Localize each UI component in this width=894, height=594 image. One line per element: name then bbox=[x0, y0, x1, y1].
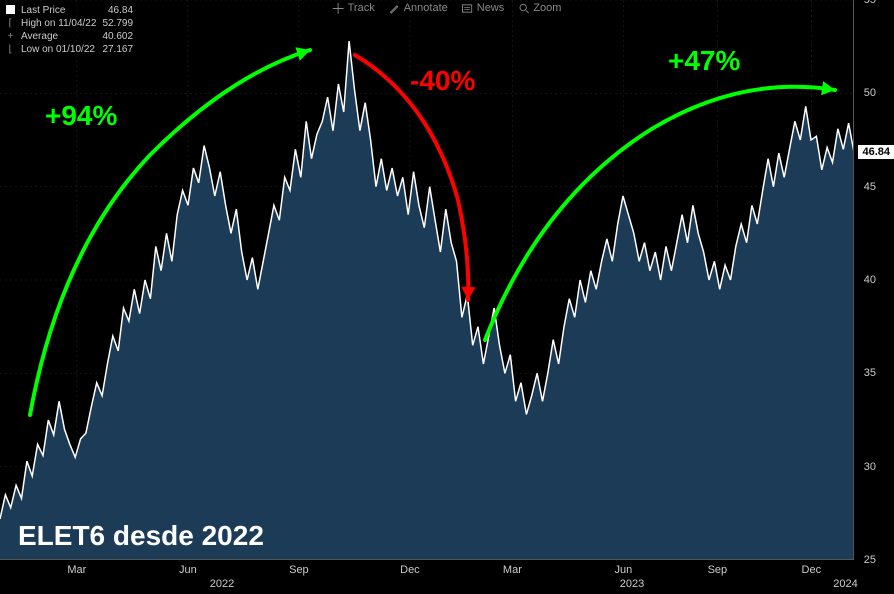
annotate-button[interactable]: Annotate bbox=[389, 2, 448, 14]
high-value: 52.799 bbox=[102, 17, 133, 30]
x-tick-label: Dec bbox=[802, 564, 822, 576]
y-tick-label: 55 bbox=[864, 0, 876, 6]
chart-legend: Last Price 46.84 ⌈ High on 11/04/22 52.7… bbox=[4, 2, 135, 58]
x-tick-label: Jun bbox=[179, 564, 197, 576]
x-tick-label: Mar bbox=[503, 564, 522, 576]
y-tick-label: 45 bbox=[864, 181, 876, 193]
x-tick-label: Jun bbox=[615, 564, 633, 576]
x-tick-label: Sep bbox=[708, 564, 728, 576]
x-year-label: 2024 bbox=[833, 578, 857, 590]
x-tick-label: Sep bbox=[289, 564, 309, 576]
down-arrow-icon: ⌊ bbox=[6, 43, 15, 56]
last-price-label: Last Price bbox=[21, 4, 65, 17]
x-tick-label: Mar bbox=[67, 564, 86, 576]
news-label: News bbox=[477, 2, 505, 14]
series-swatch bbox=[6, 5, 15, 14]
y-tick-label: 25 bbox=[864, 554, 876, 566]
news-button[interactable]: News bbox=[462, 2, 505, 14]
x-year-label: 2022 bbox=[210, 578, 234, 590]
chart-toolbar: Track Annotate News Zoom bbox=[333, 2, 562, 14]
annotate-label: Annotate bbox=[404, 2, 448, 14]
percent-annotation: -40% bbox=[410, 65, 475, 97]
avg-icon: + bbox=[6, 30, 15, 43]
zoom-icon bbox=[518, 3, 529, 14]
news-icon bbox=[462, 3, 473, 14]
track-button[interactable]: Track bbox=[333, 2, 375, 14]
pencil-icon bbox=[389, 3, 400, 14]
x-year-label: 2023 bbox=[620, 578, 644, 590]
zoom-label: Zoom bbox=[533, 2, 561, 14]
chart-title: ELET6 desde 2022 bbox=[18, 520, 264, 552]
zoom-button[interactable]: Zoom bbox=[518, 2, 561, 14]
low-value: 27.167 bbox=[102, 43, 133, 56]
percent-annotation: +47% bbox=[668, 45, 740, 77]
y-tick-label: 40 bbox=[864, 274, 876, 286]
y-axis: 25303540455055 bbox=[854, 0, 894, 560]
last-price-flag: 46.84 bbox=[858, 145, 894, 159]
high-label: High on 11/04/22 bbox=[21, 17, 96, 30]
avg-value: 40.602 bbox=[102, 30, 133, 43]
chart-container: Track Annotate News Zoom Last Price 46.8… bbox=[0, 0, 894, 594]
avg-label: Average bbox=[21, 30, 58, 43]
y-tick-label: 30 bbox=[864, 461, 876, 473]
x-tick-label: Dec bbox=[400, 564, 420, 576]
crosshair-icon bbox=[333, 3, 344, 14]
y-tick-label: 50 bbox=[864, 87, 876, 99]
last-price-value: 46.84 bbox=[90, 4, 133, 17]
percent-annotation: +94% bbox=[45, 100, 117, 132]
track-label: Track bbox=[348, 2, 375, 14]
low-label: Low on 01/10/22 bbox=[21, 43, 95, 56]
up-arrow-icon: ⌈ bbox=[6, 17, 15, 30]
y-tick-label: 35 bbox=[864, 367, 876, 379]
x-axis: Mar Jun Sep Dec Mar Jun Sep Dec 2022 2023 2024 bbox=[0, 560, 854, 594]
